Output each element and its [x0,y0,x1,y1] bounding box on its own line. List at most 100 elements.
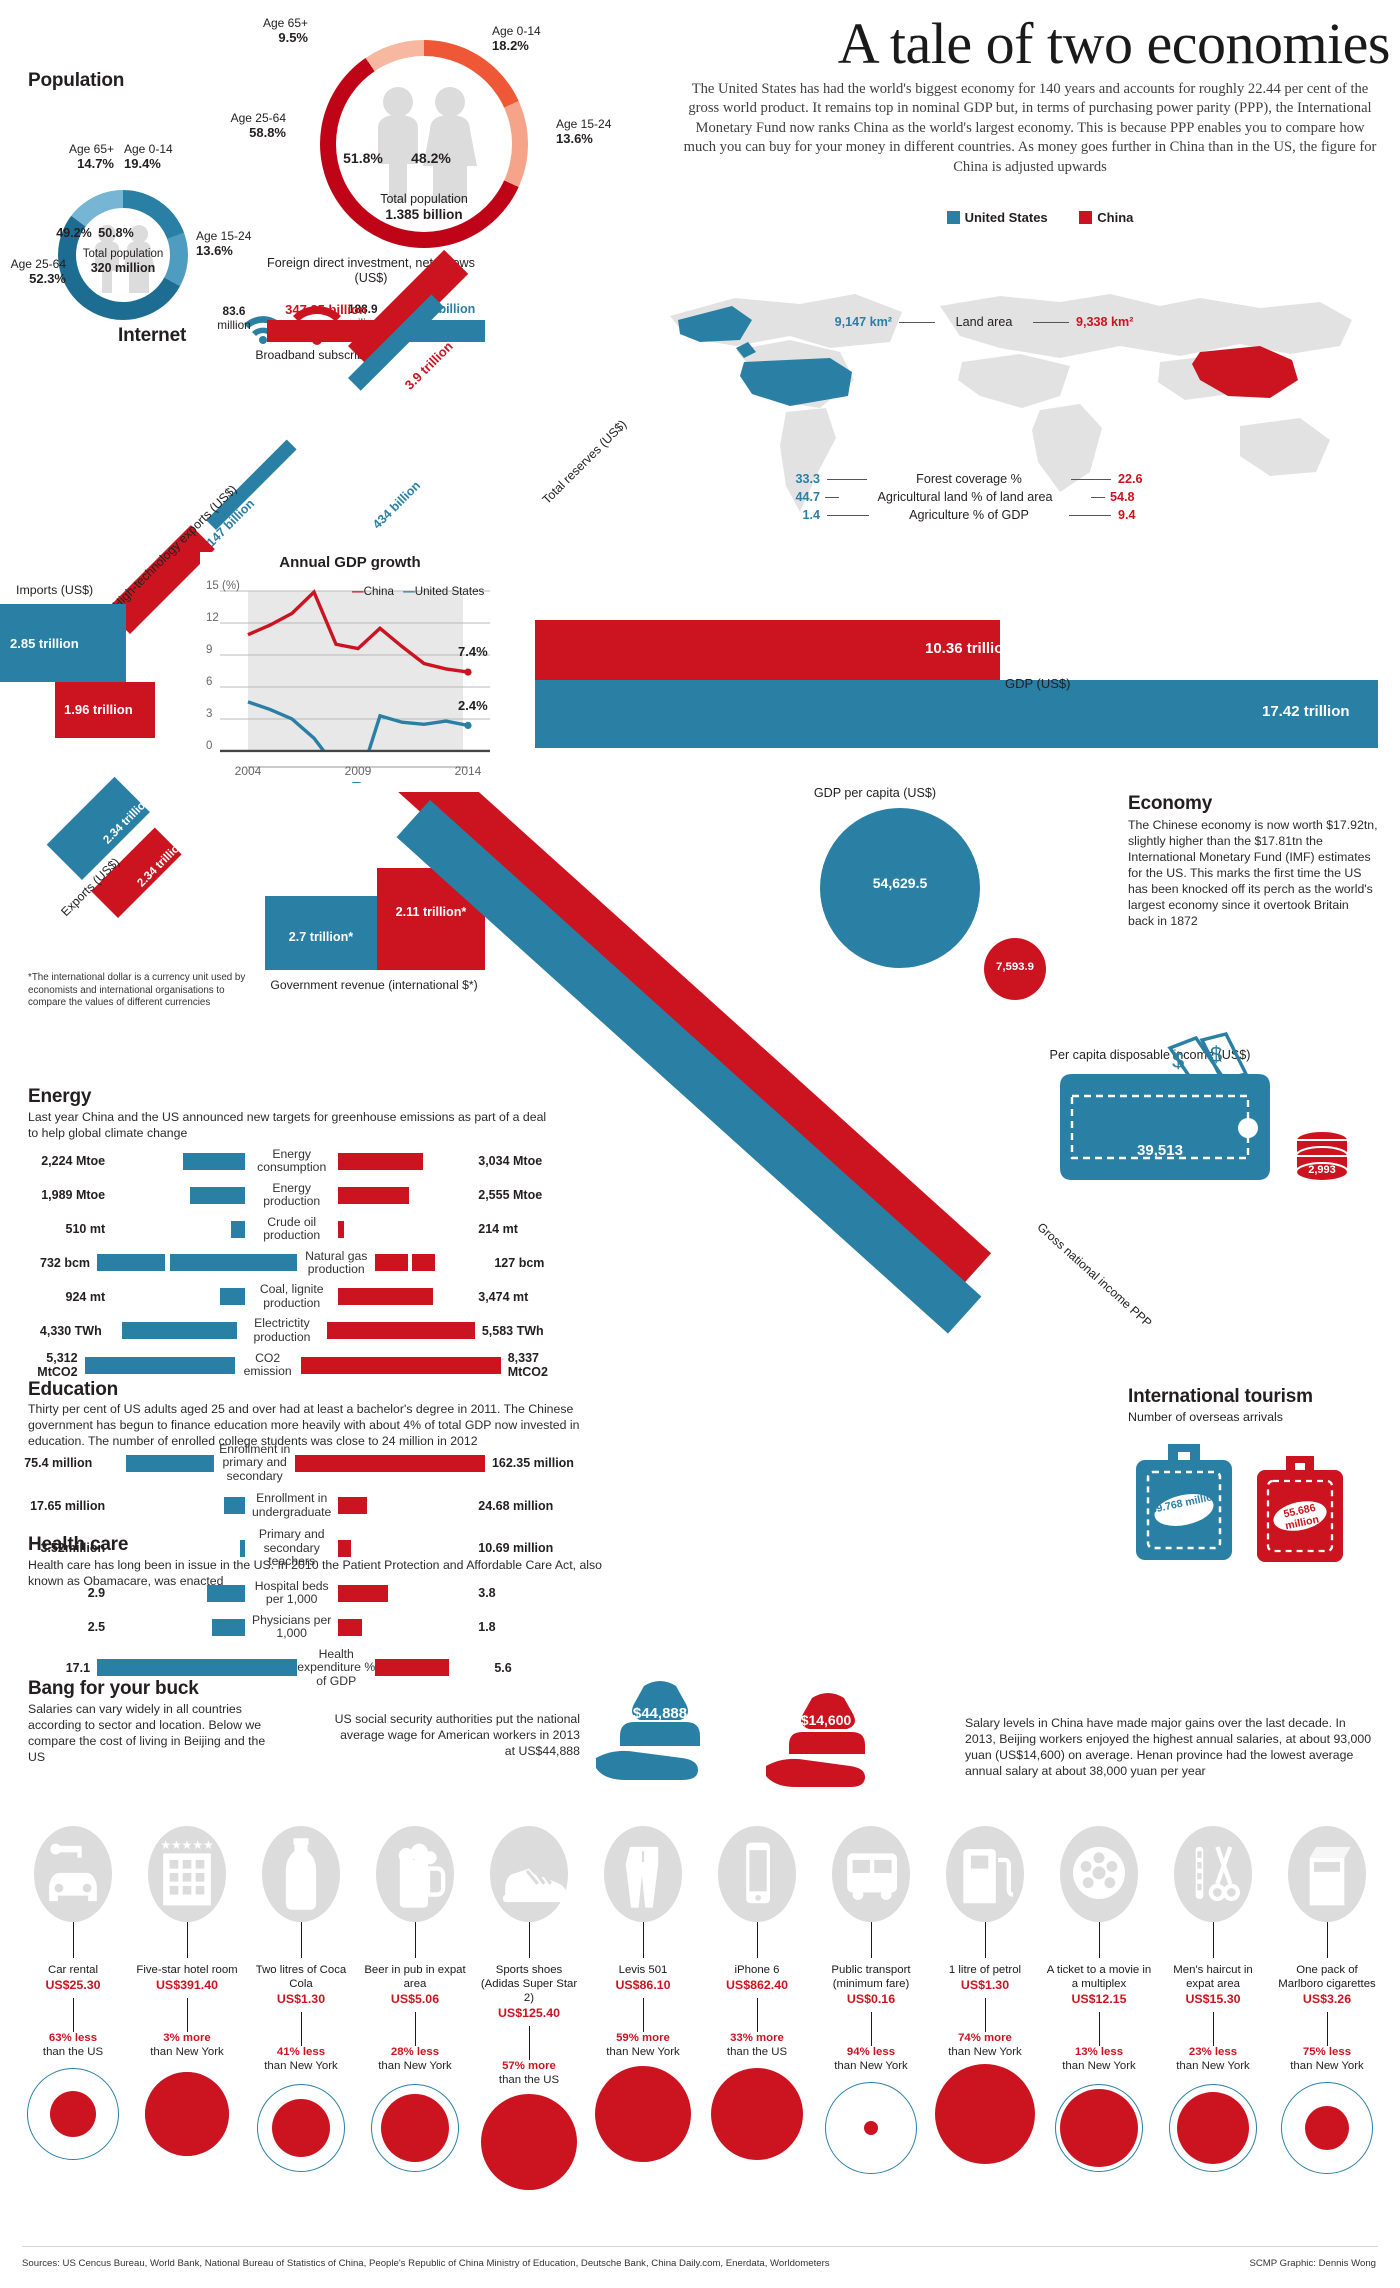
bang-circle-china [935,2063,1035,2164]
bang-item-comparison: 33% more than the US [704,2032,811,2060]
connector-line [870,2011,872,2046]
bang-circle-us [257,2083,345,2172]
connector-line [642,1997,644,2032]
imports-label: Imports (US$) [16,583,94,597]
bar-track-us [112,1618,246,1636]
bang-circle-us [371,2083,459,2172]
bar-track-china [300,1356,501,1374]
connector-line [72,1922,74,1958]
bar-value-us: 2,224 Mtoe [41,1154,106,1169]
credit-text: SCMP Graphic: Dennis Wong [1249,2258,1376,2269]
bottle-icon [262,1826,340,1922]
bang-item[interactable]: ★★★★★ Five-star hotel room US$391.40 3% mor… [134,1826,241,2160]
disposable-income-china-value: 2,993 [1308,1164,1336,1176]
bar-track-china [338,1186,471,1204]
bar-track-china [375,1254,487,1272]
bang-item[interactable]: Men's haircut in expat area US$15.30 23% l… [1160,1826,1267,2174]
bang-item-percent: 23% less [1188,2045,1238,2058]
legend-swatch-china [1079,211,1093,224]
bang-item-percent: 75% less [1302,2045,1352,2058]
bang-item[interactable]: Levis 501 US$86.10 59% more than New York [590,1826,697,2162]
bang-item-price: US$125.40 [497,2005,560,2020]
bang-item[interactable]: Car rental US$25.30 63% less than the US [20,1826,127,2160]
bar-category-label: Electrictity production [253,1316,311,1344]
bar-value-china: 214 mt [478,1222,518,1237]
fdi-label: Foreign direct investment, net inflows (… [267,256,475,286]
bang-item-circles [935,2063,1035,2164]
bang-circle-china [481,2093,577,2190]
bar-us [190,1186,246,1204]
bar-china [375,1254,436,1272]
bar-track-china [338,1288,471,1306]
imports-china-bar [55,682,155,738]
bang-item[interactable]: 1 litre of petrol US$1.30 74% more than New… [932,1826,1039,2164]
bar-china [338,1220,345,1238]
bar-track-us [112,1186,246,1204]
bang-item-name: Men's haircut in expat area [1173,1964,1253,1990]
bang-circle-china [1305,2105,1349,2150]
bar-category-label: Energy consumption [257,1147,327,1175]
bang-item[interactable]: Public transport (minimum fare) US$0.16 94… [818,1826,925,2174]
connector-line [984,1922,986,1958]
bar-value-us: 17.1 [65,1660,91,1675]
bar-china [300,1356,501,1374]
bar-row: 2.5 Physicians per 1,000 1.8 [10,1613,580,1641]
tourism-heading: International tourism [1128,1386,1313,1407]
bang-item-price: US$5.06 [390,1991,440,2006]
bang-item[interactable]: One pack of Marlboro cigarettes US$3.26 75… [1274,1826,1381,2174]
imports-us-bar [0,604,126,682]
world-map [670,294,1352,512]
car-rental-icon [34,1826,112,1922]
bar-track-china [326,1322,475,1340]
bang-items-grid: Car rental US$25.30 63% less than the US ★★★… [16,1826,1384,2226]
agriland-china: 54.8 [1110,490,1135,504]
bang-item[interactable]: Two litres of Coca Cola US$1.30 41% less th… [248,1826,355,2174]
forest-us: 33.3 [795,472,820,486]
gdp-china-value: 10.36 trillion [925,640,1013,657]
bang-item-circles [1277,2081,1377,2174]
fuel-pump-icon [946,1826,1024,1922]
bar-track-china [338,1539,471,1557]
china-male-pct: 48.2% [411,150,451,166]
bar-china [375,1659,450,1677]
govrev-us-value: 2.7 trillion* [288,930,354,944]
bang-circle-china [1060,2088,1138,2167]
bang-item-name: Public transport (minimum fare) [831,1964,911,1990]
agrigdp-us: 1.4 [802,508,820,522]
bar-row: 5,312 MtCO2 CO2 emission 8,337 MtCO2 [10,1351,580,1379]
agrigdp-label: Agriculture % of GDP [909,508,1029,522]
bang-item[interactable]: A ticket to a movie in a multiplex US$12.… [1046,1826,1153,2174]
hotel-icon: ★★★★★ [148,1826,226,1922]
gdp-per-capita-us-value: 54,629.5 [872,875,928,891]
connector-line [1212,1922,1214,1958]
bang-circle-us [27,2067,119,2160]
connector-line [642,1922,644,1958]
bang-item-name: A ticket to a movie in a multiplex [1046,1964,1152,1990]
bar-china [294,1454,485,1472]
bar-us [240,1539,246,1557]
bang-item[interactable]: Beer in pub in expat area US$5.06 28% less… [362,1826,469,2174]
connector-line [756,1997,758,2032]
fdi-china-value: 347.85 billion [285,302,367,317]
bang-circle-us [1281,2081,1373,2174]
reserves-label: Total reserves (US$) [539,417,630,507]
connector-line [72,1997,74,2032]
bang-item-circles [137,2068,237,2160]
china-population-donut [320,40,528,248]
bar-row: 510 mt Crude oil production 214 mt [10,1215,580,1243]
disposable-income-label: Per capita disposable income (US$) [1049,1048,1251,1062]
bang-item-circles [821,2081,921,2174]
intro-paragraph: The United States has had the world's bi… [683,81,1377,175]
connector-line [528,2025,530,2060]
bang-item-baseline: than New York [948,2045,1022,2058]
health-bar-chart: 2.9 Hospital beds per 1,000 3.8 2.5 Physicia… [10,1579,580,1695]
connector-line [1098,1922,1100,1958]
footer-divider [22,2246,1378,2247]
bang-item[interactable]: Sports shoes (Adidas Super Star 2) US$125… [476,1826,583,2190]
us-total-population-value: 320 million [90,261,156,275]
bang-item-percent: 41% less [276,2045,326,2058]
bang-china-note: Salary levels in China have made major g… [965,1716,1372,1778]
energy-heading: Energy [28,1086,92,1107]
suitcase-icon-us [1136,1444,1232,1560]
bang-item[interactable]: iPhone 6 US$862.40 33% more than the US [704,1826,811,2160]
